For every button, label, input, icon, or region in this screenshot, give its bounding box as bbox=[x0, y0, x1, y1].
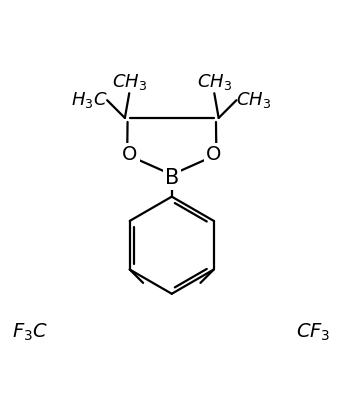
Text: B: B bbox=[165, 168, 179, 188]
Text: $H_3C$: $H_3C$ bbox=[70, 90, 107, 110]
Text: $CH_3$: $CH_3$ bbox=[236, 90, 272, 110]
Text: $CH_3$: $CH_3$ bbox=[197, 72, 232, 92]
Text: $CH_3$: $CH_3$ bbox=[112, 72, 147, 92]
Text: O: O bbox=[122, 145, 137, 164]
Text: O: O bbox=[206, 145, 221, 164]
Text: $F_3C$: $F_3C$ bbox=[12, 322, 48, 343]
Text: $CF_3$: $CF_3$ bbox=[296, 322, 330, 343]
